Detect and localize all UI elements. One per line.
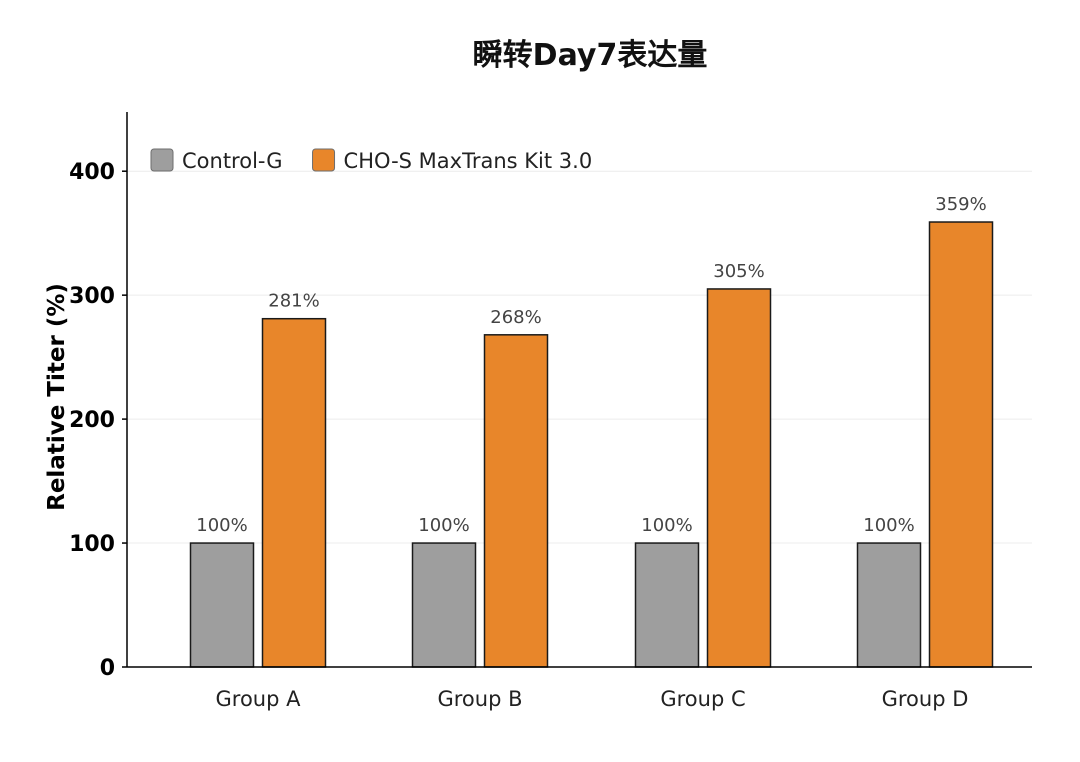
data-label: 281%: [268, 291, 319, 312]
data-label: 100%: [641, 515, 692, 536]
legend: Control-G CHO-S MaxTrans Kit 3.0: [150, 148, 593, 173]
bar: [856, 542, 922, 668]
bars: [189, 221, 994, 668]
y-tick-label: 400: [69, 160, 115, 185]
labels: 100% 281% 100% 268% 100% 305% 100% 359%: [196, 194, 986, 536]
x-tick-label: Group A: [216, 687, 302, 711]
x-tick-label: Group D: [882, 687, 969, 711]
chart-title: 瞬转Day7表达量: [472, 38, 708, 73]
bar: [928, 221, 994, 668]
data-label: 100%: [196, 515, 247, 536]
data-label: 268%: [490, 307, 541, 328]
y-tick-label: 0: [100, 656, 115, 681]
bar: [189, 542, 255, 668]
bar: [706, 288, 772, 668]
legend-label: CHO-S MaxTrans Kit 3.0: [344, 149, 593, 173]
y-tick-label: 300: [69, 284, 115, 309]
x-tick-label: Group C: [660, 687, 745, 711]
legend-label: Control-G: [182, 149, 283, 173]
y-axis-title: Relative Titer (%): [44, 283, 70, 511]
bar: [483, 334, 549, 668]
legend-swatch: [312, 148, 336, 172]
axes: Relative Titer (%) 0 100 200 300 400 Group A G…: [44, 112, 1032, 711]
y-tick-label: 200: [69, 408, 115, 433]
y-tick-label: 100: [69, 532, 115, 557]
data-label: 305%: [713, 261, 764, 282]
legend-swatch: [150, 148, 174, 172]
bar: [261, 317, 327, 668]
data-label: 100%: [418, 515, 469, 536]
data-label: 359%: [935, 194, 986, 215]
bar: [411, 542, 477, 668]
bar: [634, 542, 700, 668]
x-tick-label: Group B: [437, 687, 522, 711]
data-label: 100%: [863, 515, 914, 536]
